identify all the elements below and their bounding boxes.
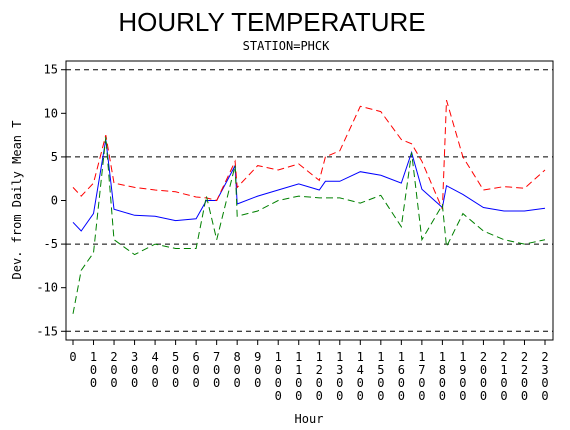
plot-frame — [65, 60, 554, 341]
x-axis: 0 1 0 0 2 0 0 3 0 0 4 0 0 5 0 0 6 0 0 7 0 0 8 0 0 9 0 0 1 0 0 0 1 1 0 0 1 2 0 0… — [69, 340, 549, 403]
y-tick-label: 5 — [51, 150, 58, 164]
x-axis-label: Hour — [295, 412, 324, 426]
chart-subtitle: STATION=PHCK — [243, 39, 330, 53]
y-tick-label: 15 — [44, 63, 58, 77]
y-axis: -15 -10 -5 0 5 10 15 — [36, 63, 66, 338]
series-line-3 — [72, 136, 546, 314]
y-tick-label: -15 — [36, 324, 58, 338]
series-line-1 — [72, 139, 546, 232]
y-tick-label: -10 — [36, 281, 58, 295]
series-layer — [72, 100, 546, 314]
chart-title: HOURLY TEMPERATURE — [118, 7, 425, 37]
y-tick-label: -5 — [44, 237, 58, 251]
y-tick-label: 10 — [44, 106, 58, 120]
reference-lines — [66, 69, 553, 332]
y-axis-label: Dev. from Daily Mean T — [10, 121, 24, 280]
x-tick-label: 0 — [69, 350, 76, 364]
series-line-2 — [72, 100, 546, 210]
y-tick-label: 0 — [51, 194, 58, 208]
